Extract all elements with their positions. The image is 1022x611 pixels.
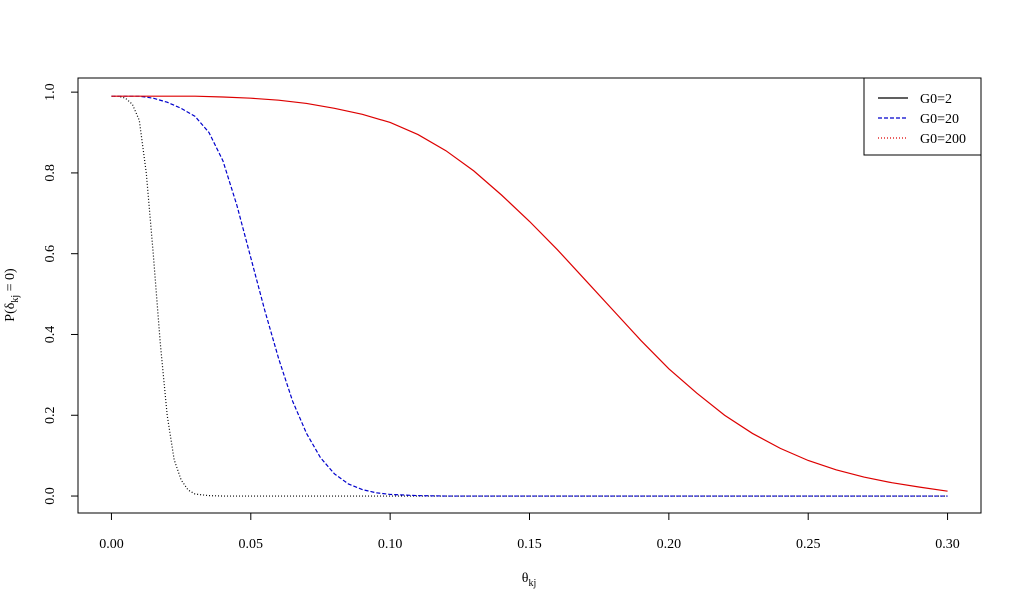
y-axis-label: P(δkj = 0): [3, 268, 21, 322]
x-tick-label: 0.15: [517, 537, 542, 552]
y-tick-label: 0.8: [43, 164, 58, 182]
y-tick-label: 0.0: [43, 487, 58, 505]
y-tick-label: 0.2: [43, 407, 58, 425]
legend-label: G0=2: [920, 92, 952, 107]
x-label-sub: kj: [528, 578, 536, 589]
y-label-prefix: P(δ: [3, 302, 18, 321]
series-line: [111, 95, 948, 492]
y-tick-label: 0.4: [43, 326, 58, 344]
x-axis-label: θkj: [522, 571, 537, 589]
y-tick-label: 0.6: [43, 245, 58, 263]
x-tick-label: 0.25: [796, 537, 821, 552]
x-tick-label: 0.20: [657, 537, 682, 552]
y-label-suffix: = 0): [3, 268, 18, 295]
x-tick-label: 0.30: [935, 537, 960, 552]
series-line: [111, 95, 948, 497]
legend-box: [863, 77, 982, 156]
legend-label: G0=20: [920, 112, 959, 127]
y-tick-label: 1.0: [43, 83, 58, 101]
plot-frame: [77, 77, 982, 514]
y-label-sub: kj: [10, 295, 21, 303]
x-tick-label: 0.05: [239, 537, 264, 552]
series-line: [111, 95, 948, 497]
x-tick-label: 0.00: [99, 537, 124, 552]
x-tick-label: 0.10: [378, 537, 403, 552]
legend-label: G0=200: [920, 132, 966, 147]
x-label-symbol: θ: [522, 571, 529, 586]
